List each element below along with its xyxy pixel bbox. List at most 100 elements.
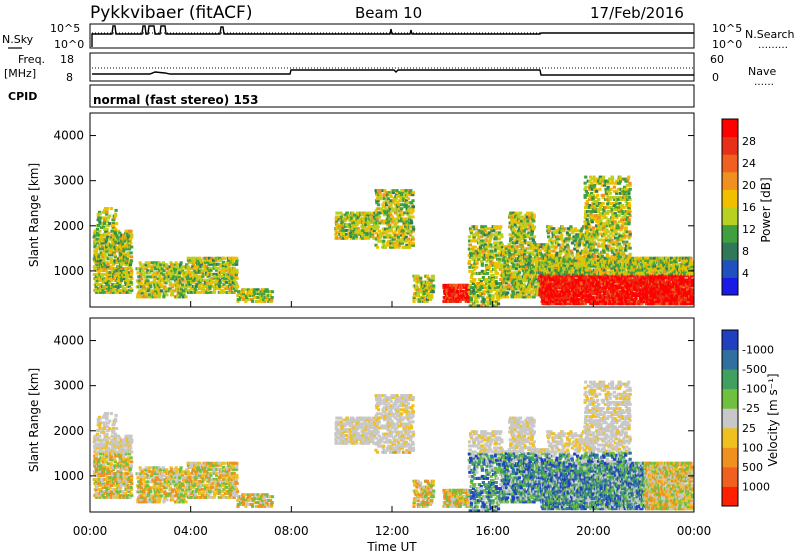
echo-cell: [383, 245, 388, 249]
echo-cell: [152, 261, 156, 265]
echo-cell: [216, 284, 220, 288]
echo-cell: [543, 270, 547, 274]
echo-cell: [408, 239, 412, 243]
echo-cell: [405, 223, 409, 227]
echo-cell: [506, 287, 511, 291]
echo-cell: [396, 241, 400, 245]
echo-cell: [389, 195, 393, 199]
echo-cell: [552, 298, 556, 302]
echo-cell: [237, 297, 241, 301]
echo-cell: [619, 268, 623, 272]
echo-cell: [384, 207, 388, 211]
echo-cell: [474, 225, 479, 229]
echo-cell: [425, 282, 429, 286]
echo-cell: [256, 296, 260, 300]
echo-cell: [451, 299, 455, 303]
echo-cell: [270, 299, 274, 303]
echo-cell: [334, 221, 338, 225]
echo-cell: [361, 230, 365, 234]
echo-cell: [588, 292, 592, 296]
echo-cell: [421, 294, 425, 298]
echo-cell: [214, 268, 219, 272]
echo-cell: [491, 294, 495, 298]
echo-cell: [523, 219, 527, 223]
echo-cell: [213, 264, 217, 268]
echo-cell: [542, 288, 546, 292]
echo-cell: [217, 272, 221, 276]
echo-cell: [515, 271, 519, 275]
echo-cell: [128, 263, 133, 267]
echo-cell: [468, 284, 472, 288]
echo-cell: [105, 284, 109, 288]
echo-cell: [184, 285, 188, 289]
echo-cell: [375, 215, 379, 219]
echo-cell: [98, 222, 102, 226]
echo-cell: [521, 245, 525, 249]
echo-cell: [604, 258, 608, 262]
echo-cell: [458, 299, 462, 303]
echo-cell: [380, 233, 384, 237]
echo-cell: [215, 272, 219, 276]
echo-cell: [480, 304, 484, 308]
echo-cell: [585, 286, 589, 290]
echo-cell: [162, 269, 166, 273]
echo-cell: [503, 251, 507, 255]
echo-cell: [527, 293, 531, 297]
echo-cell: [478, 253, 482, 257]
echo-cell: [603, 256, 607, 260]
echo-cell: [117, 259, 122, 263]
echo-cell: [478, 249, 482, 253]
echo-cell: [374, 231, 378, 235]
echo-cell: [357, 219, 361, 223]
echo-cell: [492, 253, 496, 257]
echo-cell: [592, 280, 596, 284]
echo-cell: [118, 231, 122, 235]
echo-cell: [599, 282, 603, 286]
echo-cell: [521, 269, 525, 273]
echo-cell: [483, 290, 488, 294]
echo-cell: [467, 299, 471, 303]
echo-cell: [116, 286, 120, 290]
echo-cell: [229, 288, 233, 292]
echo-cell: [565, 302, 569, 306]
echo-cell: [394, 211, 398, 215]
echo-cell: [611, 298, 615, 302]
echo-cell: [548, 302, 552, 306]
echo-cell: [560, 286, 564, 290]
echo-cell: [484, 243, 488, 247]
echo-cell: [443, 291, 447, 295]
echo-cell: [518, 227, 522, 231]
echo-cell: [489, 290, 493, 294]
echo-cell: [413, 286, 417, 290]
echo-cell: [378, 233, 382, 237]
echo-cell: [449, 285, 453, 289]
echo-cell: [429, 278, 433, 282]
echo-cell: [98, 257, 102, 261]
echo-cell: [565, 270, 569, 274]
echo-cell: [348, 232, 353, 236]
echo-cell: [512, 273, 516, 277]
echo-cell: [205, 278, 209, 282]
echo-cell: [598, 296, 603, 300]
echo-cell: [209, 290, 214, 294]
echo-cell: [511, 263, 516, 267]
echo-cell: [232, 272, 236, 276]
echo-cell: [493, 265, 498, 269]
echo-cell: [568, 284, 572, 288]
echo-cell: [507, 257, 511, 261]
echo-cell: [519, 279, 523, 283]
echo-cell: [231, 260, 235, 264]
freq-tick-high: 18: [60, 53, 74, 66]
echo-cell: [541, 292, 545, 296]
echo-cell: [524, 223, 528, 227]
echo-cell: [235, 256, 239, 260]
echo-cell: [370, 227, 374, 231]
echo-cell: [460, 295, 464, 299]
echo-cell: [468, 269, 472, 273]
echo-cell: [386, 243, 390, 247]
echo-cell: [130, 271, 134, 275]
echo-cell: [623, 298, 628, 302]
echo-cell: [516, 237, 520, 241]
echo-cell: [513, 239, 517, 243]
echo-cell: [562, 290, 566, 294]
